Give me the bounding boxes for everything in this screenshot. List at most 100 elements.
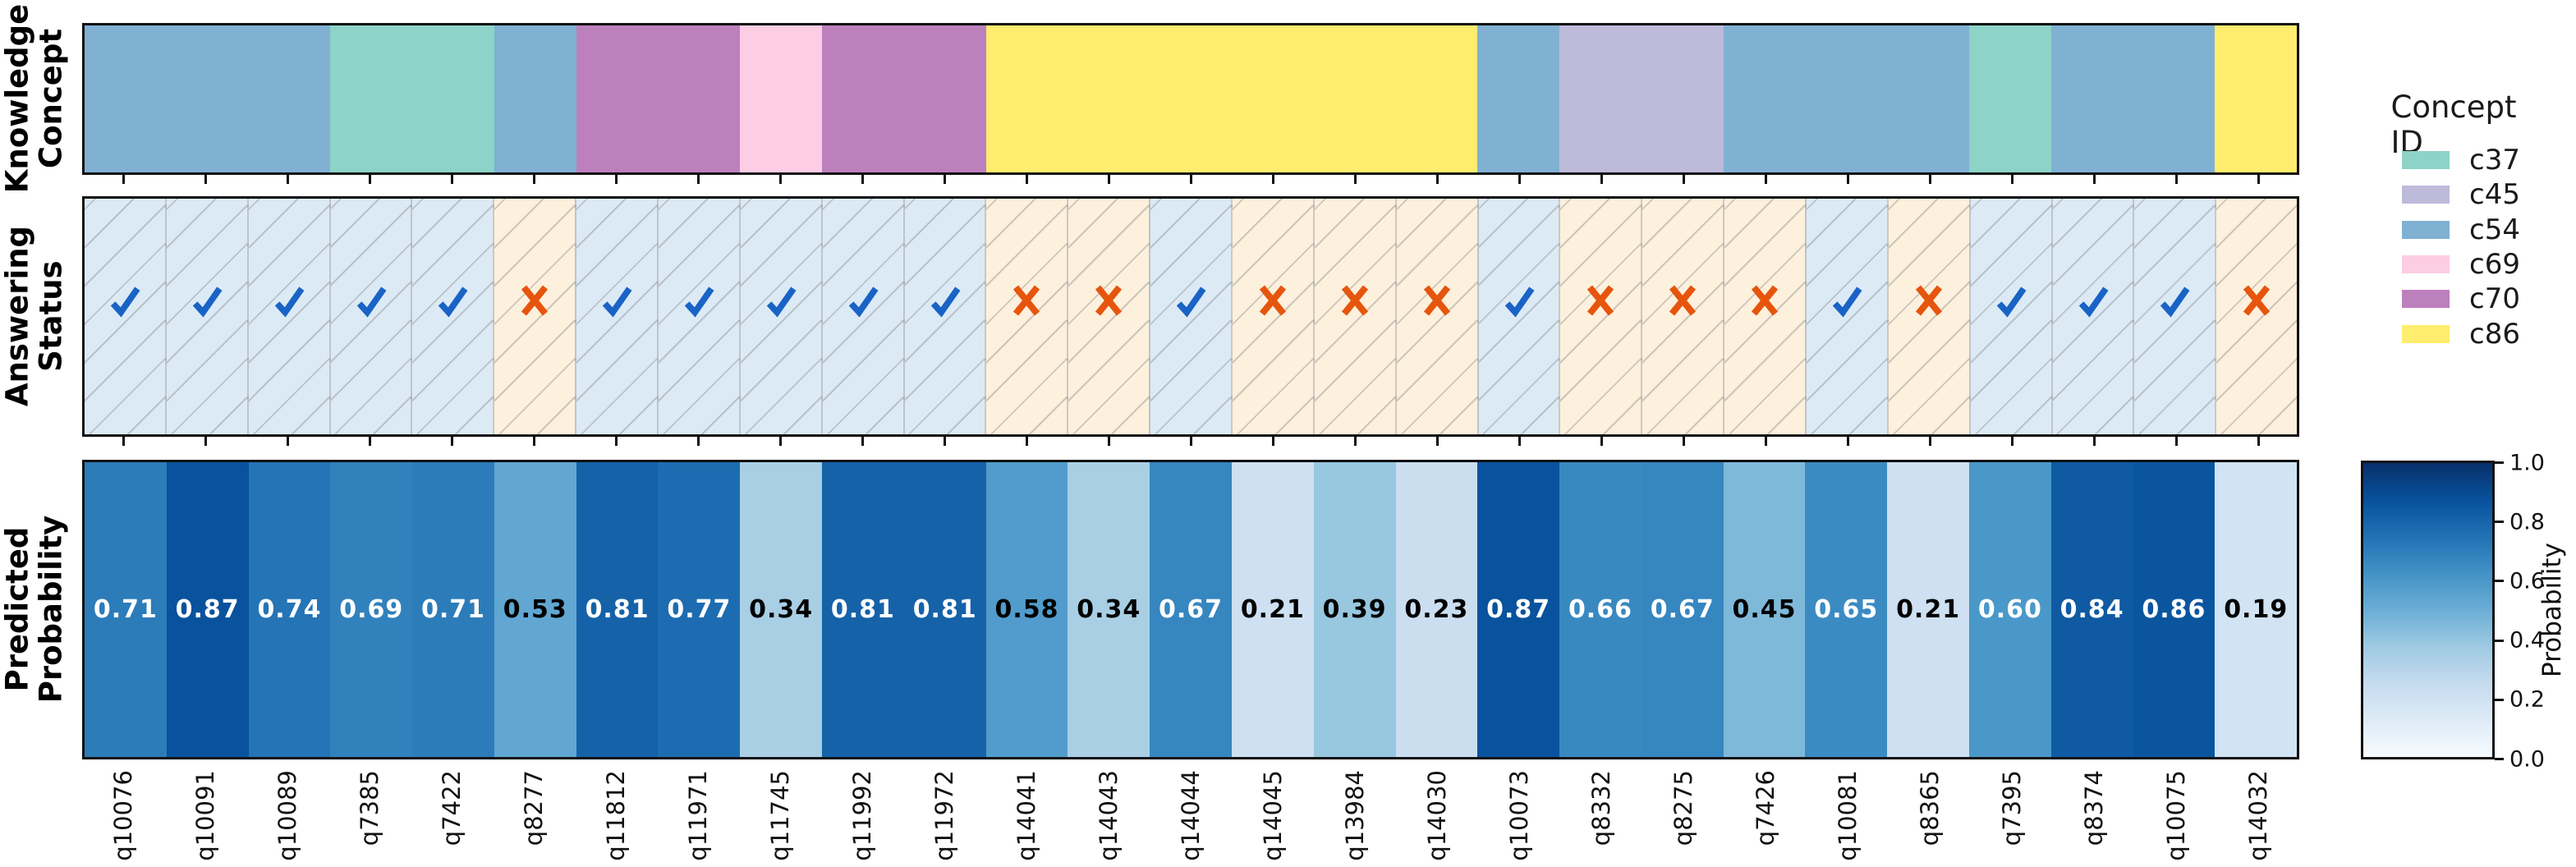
axis-tick bbox=[451, 175, 453, 184]
cross-icon bbox=[1093, 282, 1124, 322]
concept-cell bbox=[1068, 25, 1150, 172]
status-cell-wrong bbox=[985, 199, 1067, 434]
status-cell-wrong bbox=[493, 199, 575, 434]
concept-cell bbox=[1969, 25, 2051, 172]
colorbar-tick-label: 0.0 bbox=[2509, 746, 2545, 772]
probability-value: 0.19 bbox=[2224, 595, 2288, 624]
concept-cell bbox=[740, 25, 822, 172]
probability-cell: 0.21 bbox=[1232, 462, 1314, 757]
probability-value: 0.86 bbox=[2142, 595, 2206, 624]
y-label-line: Concept bbox=[34, 4, 68, 193]
axis-tick bbox=[1765, 437, 1767, 446]
concept-cell bbox=[822, 25, 904, 172]
x-tick-label: q10081 bbox=[1834, 770, 1862, 861]
x-tick-label: q11745 bbox=[766, 770, 794, 861]
axis-tick bbox=[1600, 175, 1603, 184]
probability-cell: 0.69 bbox=[330, 462, 412, 757]
y-label-predicted-probability: Predicted Probability bbox=[1, 516, 69, 704]
probability-cell: 0.71 bbox=[412, 462, 494, 757]
legend-entry: c86 bbox=[2402, 317, 2520, 351]
axis-tick bbox=[861, 437, 864, 446]
axis-tick bbox=[697, 175, 700, 184]
concept-cell bbox=[1805, 25, 1887, 172]
status-cell-wrong bbox=[1067, 199, 1149, 434]
colorbar-tick bbox=[2495, 521, 2504, 523]
y-label-line: Answering bbox=[1, 226, 34, 406]
probability-value: 0.39 bbox=[1323, 595, 1387, 624]
legend-entry-label: c37 bbox=[2469, 144, 2520, 177]
probability-cell: 0.34 bbox=[740, 462, 822, 757]
concept-cell bbox=[986, 25, 1068, 172]
cross-icon bbox=[2241, 282, 2272, 322]
probability-cell: 0.45 bbox=[1724, 462, 1806, 757]
predicted-probability-panel: 0.710.870.740.690.710.530.810.770.340.81… bbox=[82, 460, 2299, 759]
x-tick-label: q11971 bbox=[684, 770, 712, 861]
check-icon bbox=[844, 282, 882, 323]
legend-swatch bbox=[2402, 325, 2450, 343]
x-tick-label: q14044 bbox=[1177, 770, 1205, 861]
colorbar-label: Probability bbox=[2537, 543, 2567, 677]
axis-tick bbox=[2257, 175, 2260, 184]
probability-value: 0.34 bbox=[1077, 595, 1141, 624]
axis-tick bbox=[615, 175, 618, 184]
concept-cell bbox=[2133, 25, 2216, 172]
x-tick-label: q11812 bbox=[602, 770, 630, 861]
axis-tick bbox=[204, 175, 207, 184]
check-icon bbox=[1172, 282, 1210, 323]
status-cell-wrong bbox=[1887, 199, 1969, 434]
concept-cell bbox=[85, 25, 167, 172]
probability-cell: 0.39 bbox=[1314, 462, 1396, 757]
status-cell-wrong bbox=[1231, 199, 1313, 434]
concept-cell bbox=[494, 25, 576, 172]
legend-entry: c54 bbox=[2402, 213, 2520, 247]
probability-cell: 0.65 bbox=[1805, 462, 1887, 757]
knowledge-concept-panel bbox=[82, 23, 2299, 175]
probability-colorbar bbox=[2361, 461, 2495, 759]
concept-cell bbox=[1477, 25, 1559, 172]
cross-icon bbox=[1011, 282, 1042, 322]
status-cell-wrong bbox=[1559, 199, 1641, 434]
check-icon bbox=[926, 282, 964, 323]
axis-tick bbox=[1683, 175, 1685, 184]
probability-value: 0.81 bbox=[585, 595, 650, 624]
axis-tick bbox=[1108, 175, 1110, 184]
status-cell-correct bbox=[903, 199, 985, 434]
legend-swatch bbox=[2402, 255, 2450, 273]
probability-cell: 0.34 bbox=[1068, 462, 1150, 757]
colorbar-tick bbox=[2495, 580, 2504, 582]
axis-tick bbox=[779, 437, 782, 446]
axis-tick bbox=[369, 437, 371, 446]
axis-tick bbox=[1272, 175, 1274, 184]
x-tick-label: q11972 bbox=[930, 770, 958, 861]
check-icon bbox=[1828, 282, 1866, 323]
concept-cell bbox=[1559, 25, 1642, 172]
colorbar-tick-label: 0.8 bbox=[2509, 509, 2545, 534]
legend-swatch bbox=[2402, 186, 2450, 204]
probability-cell: 0.58 bbox=[986, 462, 1068, 757]
cross-icon bbox=[1667, 282, 1698, 322]
x-tick-label: q7422 bbox=[438, 770, 466, 846]
legend-entry: c70 bbox=[2402, 282, 2520, 316]
axis-tick bbox=[451, 437, 453, 446]
concept-cell bbox=[2051, 25, 2133, 172]
x-tick-label: q8277 bbox=[520, 770, 548, 846]
status-cell-correct bbox=[329, 199, 411, 434]
cross-icon bbox=[1421, 282, 1453, 322]
cross-icon bbox=[1585, 282, 1616, 322]
check-icon bbox=[1500, 282, 1538, 323]
axis-tick bbox=[2093, 437, 2096, 446]
legend-entry: c37 bbox=[2402, 143, 2520, 177]
axis-tick bbox=[1272, 437, 1274, 446]
status-cell-correct bbox=[1149, 199, 1231, 434]
check-icon bbox=[680, 282, 718, 323]
cross-icon bbox=[519, 282, 550, 322]
probability-value: 0.77 bbox=[667, 595, 731, 624]
cross-icon bbox=[1339, 282, 1371, 322]
colorbar-tick bbox=[2495, 699, 2504, 701]
x-tick-label: q14045 bbox=[1259, 770, 1287, 861]
axis-tick bbox=[1929, 437, 1931, 446]
check-icon bbox=[188, 282, 226, 323]
probability-value: 0.21 bbox=[1241, 595, 1305, 624]
probability-cell: 0.21 bbox=[1887, 462, 1969, 757]
y-label-line: Predicted bbox=[1, 516, 34, 704]
